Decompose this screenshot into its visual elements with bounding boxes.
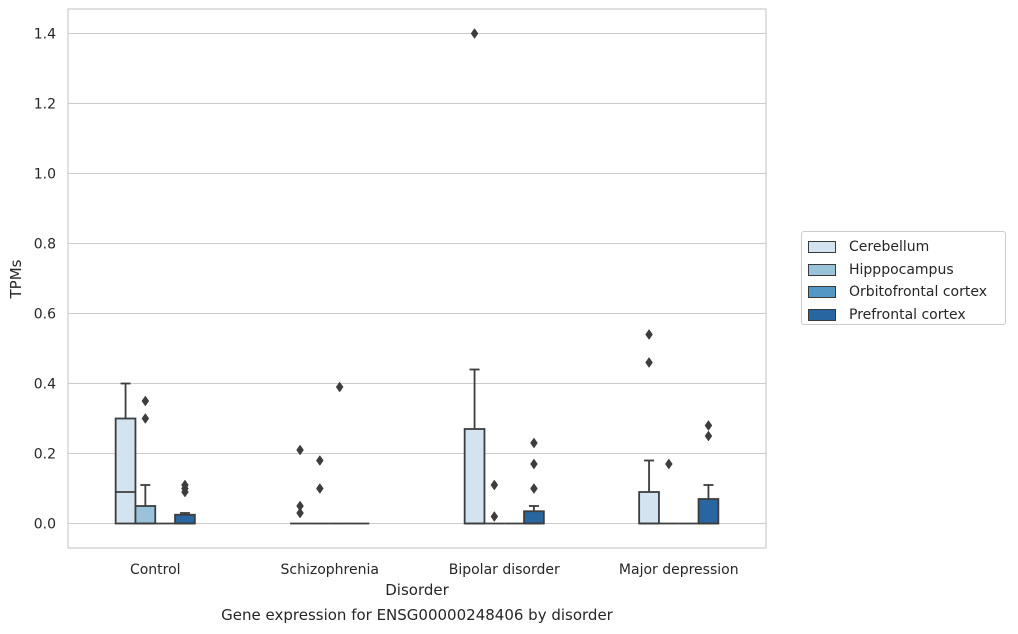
- plot-border: [67, 8, 767, 549]
- outlier-point: [316, 483, 324, 494]
- y-tick-label: 1.0: [34, 167, 56, 183]
- box-body: [697, 498, 720, 525]
- outlier-point: [296, 507, 304, 519]
- outlier-point: [530, 458, 538, 470]
- y-axis-title: TPMs: [7, 259, 25, 299]
- outlier-point: [335, 381, 344, 393]
- legend-swatch: [808, 241, 836, 254]
- outlier-point: [665, 458, 673, 470]
- plot-frame: [67, 8, 767, 549]
- legend-swatch: [808, 286, 836, 299]
- outlier-point: [316, 455, 324, 466]
- outlier-point: [141, 395, 150, 407]
- legend-label: Hipppocampus: [849, 261, 954, 278]
- box-3-0: [174, 479, 196, 525]
- box-0-3: [638, 329, 660, 525]
- y-tick-label: 0.4: [34, 377, 56, 393]
- figure-caption: Gene expression for ENSG00000248406 by d…: [221, 606, 613, 624]
- legend-item: Hipppocampus: [808, 259, 1005, 282]
- box-3-2: [523, 437, 545, 525]
- x-tick-labels: Control Schizophrenia Bipolar disorder Majo…: [130, 562, 739, 578]
- gridlines: [68, 33, 766, 524]
- box-body: [638, 491, 660, 525]
- legend-item: Cerebellum: [808, 236, 1005, 259]
- legend-item: Prefrontal cortex: [808, 304, 1005, 327]
- outlier-point: [470, 28, 479, 39]
- x-tick-label: Control: [130, 562, 181, 578]
- box-3-3: [697, 420, 720, 525]
- legend-swatch: [808, 309, 836, 322]
- outlier-point: [530, 437, 538, 449]
- legend-label: Prefrontal cortex: [849, 307, 966, 324]
- box-0-1: [290, 444, 310, 525]
- box-0-0: [114, 382, 137, 525]
- box-1-2: [484, 479, 505, 525]
- legend-label: Orbitofrontal cortex: [849, 284, 987, 301]
- box-body: [134, 505, 157, 525]
- outlier-point: [704, 430, 713, 442]
- y-tick-label: 0.8: [34, 237, 56, 253]
- x-axis-title: Disorder: [385, 581, 449, 599]
- outlier-point: [645, 329, 653, 340]
- outlier-point: [296, 444, 304, 456]
- outlier-point: [181, 486, 189, 498]
- outlier-point: [530, 483, 538, 494]
- y-tick-label: 1.2: [34, 97, 56, 113]
- y-tick-label: 0.6: [34, 307, 56, 323]
- box-0-2: [463, 28, 486, 525]
- box-1-3: [658, 458, 679, 525]
- outlier-point: [141, 413, 150, 424]
- x-tick-label: Schizophrenia: [281, 562, 379, 578]
- boxes: [114, 28, 720, 525]
- legend-swatch: [808, 263, 836, 276]
- outlier-point: [490, 511, 499, 522]
- x-tick-label: Major depression: [619, 562, 739, 578]
- legend-item: Orbitofrontal cortex: [808, 281, 1005, 304]
- box-1-0: [134, 395, 157, 525]
- box-body: [114, 417, 137, 525]
- outlier-point: [645, 357, 653, 368]
- y-tick-labels: 0.0 0.2 0.4 0.6 0.8 1.0 1.2 1.4: [34, 27, 56, 533]
- legend-label: Cerebellum: [849, 239, 930, 256]
- outlier-point: [490, 479, 499, 491]
- x-tick-label: Bipolar disorder: [449, 562, 560, 578]
- y-tick-label: 1.4: [34, 27, 56, 43]
- box-body: [174, 513, 196, 525]
- box-1-1: [309, 455, 330, 525]
- legend: Cerebellum Hipppocampus Orbitofrontal cort…: [801, 231, 1006, 325]
- outlier-point: [704, 420, 713, 431]
- y-tick-label: 0.0: [34, 517, 56, 533]
- box-body: [523, 510, 545, 525]
- y-tick-label: 0.2: [34, 447, 56, 463]
- box-body: [463, 428, 486, 525]
- box-2-1: [329, 381, 350, 525]
